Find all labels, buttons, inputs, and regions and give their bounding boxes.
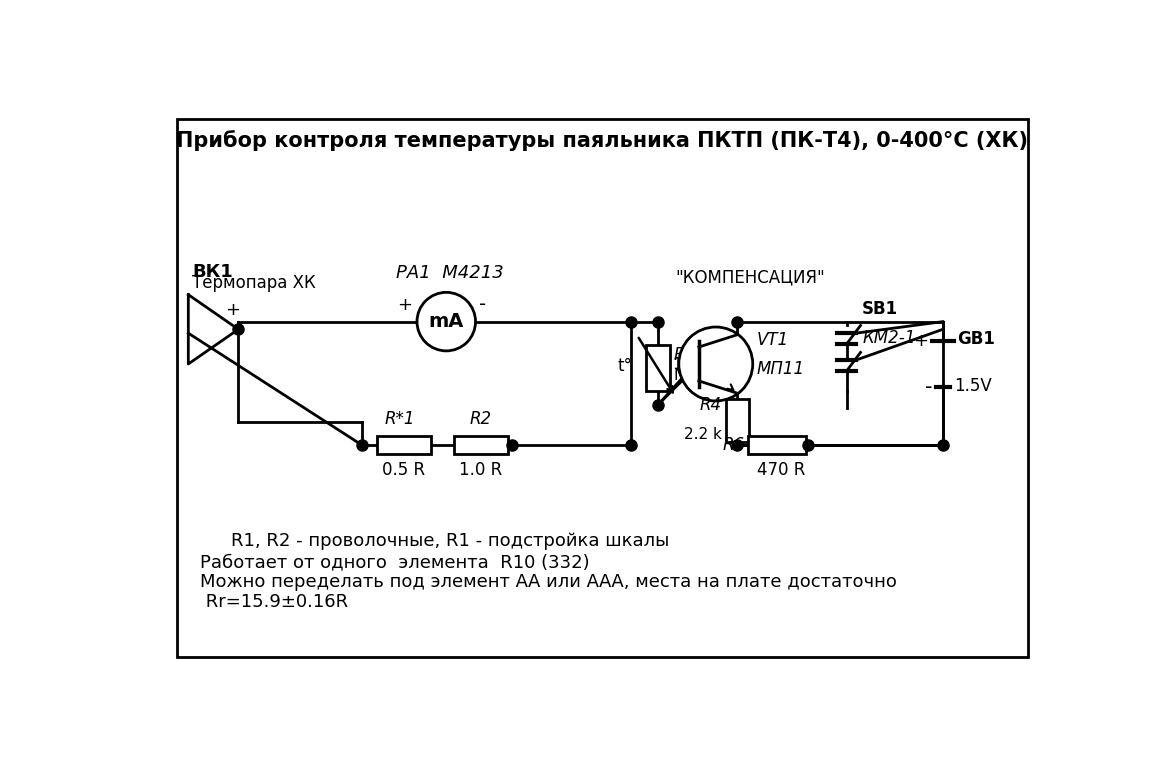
Text: R6: R6 — [723, 435, 745, 454]
Text: 0.5 R: 0.5 R — [382, 461, 425, 479]
Circle shape — [417, 293, 476, 351]
Text: R2: R2 — [470, 410, 492, 428]
Text: Можно переделать под элемент АА или ААА, места на плате достаточно: Можно переделать под элемент АА или ААА,… — [200, 573, 897, 591]
Text: ВК1: ВК1 — [193, 263, 233, 281]
Text: +: + — [397, 296, 412, 314]
Text: Прибор контроля температуры паяльника ПКТП (ПК-Т4), 0-400°С (ХК): Прибор контроля температуры паяльника ПК… — [176, 131, 1028, 151]
Text: РА1  М4213: РА1 М4213 — [396, 263, 504, 282]
Text: +: + — [913, 332, 928, 350]
Circle shape — [679, 327, 753, 401]
Text: 1.0 R: 1.0 R — [459, 461, 503, 479]
Text: GB1: GB1 — [958, 330, 995, 349]
Text: R*1: R*1 — [385, 410, 415, 428]
Text: R4: R4 — [700, 396, 721, 414]
Text: 470 R: 470 R — [757, 461, 805, 479]
Text: SB1: SB1 — [862, 300, 898, 318]
Text: t°: t° — [618, 356, 632, 375]
Text: Работает от одного  элемента  R10 (332): Работает от одного элемента R10 (332) — [200, 553, 590, 571]
Text: +: + — [224, 300, 240, 319]
Bar — [646, 345, 670, 391]
Text: -: - — [925, 377, 932, 397]
Text: mA: mA — [429, 312, 464, 331]
Text: -: - — [478, 295, 485, 314]
Bar — [454, 435, 508, 454]
Text: 1 k: 1 k — [673, 357, 697, 372]
Text: Rr=15.9±0.16R: Rr=15.9±0.16R — [200, 593, 348, 611]
Text: МП11: МП11 — [757, 360, 805, 378]
Text: Термопара ХК: Термопара ХК — [193, 273, 316, 292]
Text: "КОМПЕНСАЦИЯ": "КОМПЕНСАЦИЯ" — [676, 269, 825, 287]
Text: NTC: NTC — [673, 368, 704, 382]
Text: 1.5V: 1.5V — [954, 376, 992, 395]
Text: VT1: VT1 — [757, 330, 788, 349]
Bar — [377, 435, 431, 454]
Text: R1, R2 - проволочные, R1 - подстройка шкалы: R1, R2 - проволочные, R1 - подстройка шк… — [230, 532, 669, 550]
Text: R3: R3 — [673, 346, 696, 364]
Bar — [748, 435, 806, 454]
Text: 2.2 k: 2.2 k — [684, 427, 721, 442]
Bar — [726, 399, 748, 442]
Text: КМ2-1: КМ2-1 — [862, 329, 915, 347]
